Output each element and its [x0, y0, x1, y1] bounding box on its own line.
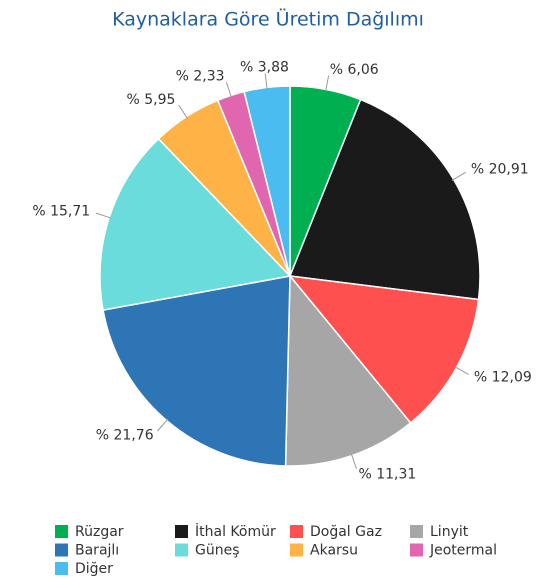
- leader-line: [264, 73, 268, 90]
- data-label: % 2,33: [176, 68, 225, 84]
- legend-label: Linyit: [430, 524, 469, 540]
- legend-swatch: [55, 562, 68, 575]
- legend-label: Barajlı: [75, 543, 119, 559]
- legend-label: İthal Kömür: [195, 522, 276, 540]
- data-label: % 11,31: [358, 467, 416, 483]
- legend-swatch: [55, 525, 68, 538]
- leader-line: [350, 453, 357, 470]
- data-label: % 12,09: [474, 369, 532, 385]
- legend-label: Jeotermal: [429, 543, 497, 559]
- leader-line: [451, 171, 466, 181]
- legend-label: Güneş: [195, 543, 240, 559]
- legend-label: Akarsu: [310, 543, 358, 559]
- data-label: % 6,06: [330, 62, 379, 78]
- legend-swatch: [410, 525, 423, 538]
- leader-line: [178, 104, 188, 119]
- leader-line: [454, 366, 469, 375]
- data-label: % 21,76: [96, 428, 154, 444]
- legend-label: Rüzgar: [75, 524, 124, 540]
- leader-line: [225, 82, 232, 98]
- data-label: % 15,71: [32, 203, 90, 219]
- legend-label: Doğal Gaz: [310, 524, 382, 540]
- leader-line: [157, 418, 169, 432]
- data-label: % 3,88: [240, 60, 289, 76]
- chart-title: Kaynaklara Göre Üretim Dağılımı: [112, 8, 424, 31]
- legend-swatch: [55, 543, 68, 557]
- legend-swatch: [290, 543, 303, 557]
- data-label: % 20,91: [471, 161, 529, 177]
- leader-line: [95, 212, 112, 219]
- data-label: % 5,95: [126, 92, 175, 108]
- legend-swatch: [175, 525, 188, 538]
- legend-label: Diğer: [75, 561, 113, 577]
- legend-swatch: [290, 525, 303, 538]
- leader-line: [325, 75, 330, 92]
- legend-swatch: [410, 543, 423, 557]
- legend-swatch: [175, 543, 188, 557]
